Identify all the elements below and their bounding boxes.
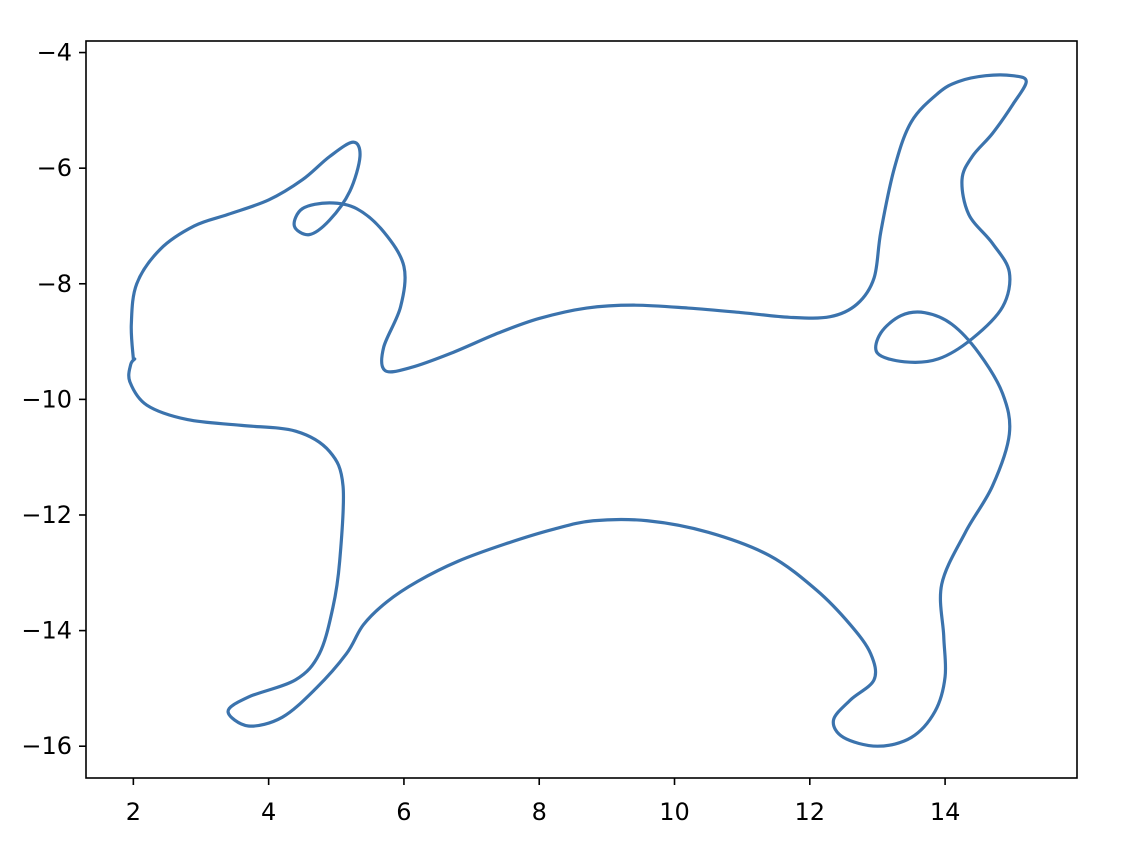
x-tick-label: 14 [930,798,961,826]
series-line [127,73,1028,748]
x-tick-label: 10 [659,798,690,826]
x-tick-label: 6 [396,798,411,826]
y-tick-label: −16 [21,732,72,760]
y-axis: −4 −6 −8 −10 −12 −14 −16 [21,39,86,760]
x-tick-label: 8 [532,798,547,826]
x-tick-label: 4 [261,798,276,826]
y-tick-label: −14 [21,617,72,645]
axes-frame [85,40,1078,779]
series-layer [127,73,1028,748]
x-axis: 2 4 6 8 10 12 14 [126,778,961,826]
x-tick-label: 12 [795,798,826,826]
y-tick-label: −4 [37,39,72,67]
y-tick-label: −8 [37,270,72,298]
y-tick-label: −10 [21,385,72,413]
y-tick-label: −12 [21,501,72,529]
x-tick-label: 2 [126,798,141,826]
y-tick-label: −6 [37,154,72,182]
